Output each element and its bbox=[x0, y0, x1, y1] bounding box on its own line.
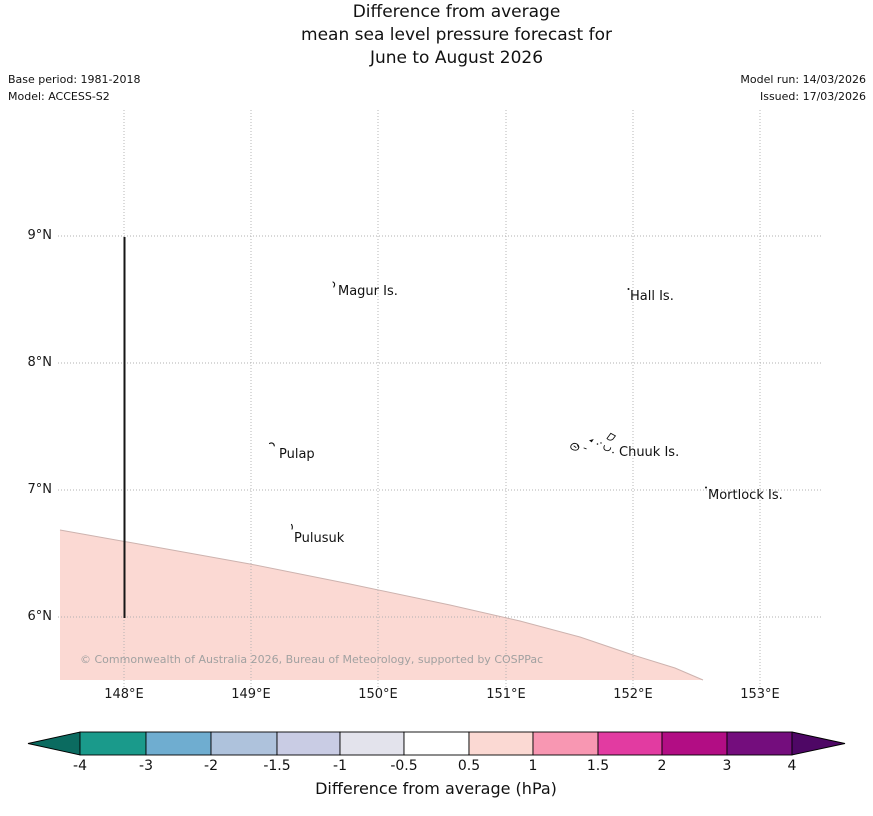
colorbar-tick: 1.5 bbox=[586, 758, 610, 774]
colorbar-segment bbox=[403, 731, 470, 756]
pulusuk-island-icon bbox=[290, 523, 293, 530]
meta-left: Base period: 1981-2018 Model: ACCESS-S2 bbox=[8, 71, 140, 105]
mortlock-island-icon bbox=[705, 486, 707, 489]
lon-tick-label: 149°E bbox=[231, 687, 271, 702]
colorbar-tick: -2 bbox=[204, 758, 218, 774]
title-line-2: mean sea level pressure forecast for bbox=[301, 25, 612, 45]
lon-tick-label: 148°E bbox=[104, 687, 144, 702]
pulap-island-icon bbox=[268, 442, 275, 447]
colorbar-tick: -1 bbox=[333, 758, 347, 774]
title-line-1: Difference from average bbox=[352, 2, 561, 22]
magur-island-icon bbox=[332, 281, 336, 288]
colorbar-extend-right-arrow bbox=[791, 731, 846, 756]
colorbar-extend-left-arrow bbox=[27, 731, 81, 756]
lat-tick-label: 9°N bbox=[27, 228, 53, 243]
island-label-chuuk: Chuuk Is. bbox=[619, 445, 680, 460]
colorbar-tick: 4 bbox=[787, 758, 797, 774]
colorbar-segment bbox=[597, 731, 663, 756]
anomaly-region-fill bbox=[60, 530, 703, 680]
copyright-text: © Commonwealth of Australia 2026, Bureau… bbox=[80, 653, 544, 666]
figure-title: Difference from average mean sea level p… bbox=[40, 1, 873, 70]
colorbar-tick: -1.5 bbox=[263, 758, 291, 774]
colorbar-tick: 0.5 bbox=[457, 758, 481, 774]
model-text: Model: ACCESS-S2 bbox=[8, 90, 110, 103]
hall-island-icon bbox=[627, 288, 630, 290]
model-run-text: Model run: 14/03/2026 bbox=[740, 73, 866, 86]
colorbar-segment bbox=[79, 731, 147, 756]
lon-tick-label: 153°E bbox=[740, 687, 780, 702]
lon-tick-label: 151°E bbox=[486, 687, 526, 702]
island-label-pulap: Pulap bbox=[279, 447, 315, 462]
colorbar-segment bbox=[468, 731, 534, 756]
colorbar-tick: 2 bbox=[657, 758, 667, 774]
issued-text: Issued: 17/03/2026 bbox=[759, 90, 866, 103]
colorbar-segment bbox=[726, 731, 793, 756]
lon-tick-label: 152°E bbox=[613, 687, 653, 702]
lat-tick-label: 8°N bbox=[27, 355, 53, 370]
colorbar-segment bbox=[532, 731, 599, 756]
colorbar-segment bbox=[276, 731, 341, 756]
colorbar bbox=[27, 731, 846, 756]
colorbar-tick: -0.5 bbox=[390, 758, 418, 774]
colorbar-tick: -3 bbox=[139, 758, 153, 774]
colorbar-segment bbox=[210, 731, 278, 756]
title-line-3: June to August 2026 bbox=[369, 48, 544, 68]
base-period-text: Base period: 1981-2018 bbox=[8, 73, 141, 86]
lat-tick-label: 7°N bbox=[27, 482, 53, 497]
lat-tick-label: 6°N bbox=[27, 609, 53, 624]
chuuk-atoll-icon bbox=[570, 432, 617, 454]
colorbar-segment bbox=[661, 731, 728, 756]
island-label-mortlock: Mortlock Is. bbox=[708, 488, 783, 503]
colorbar-tick: 3 bbox=[722, 758, 732, 774]
colorbar-tick: -4 bbox=[73, 758, 87, 774]
island-label-magur: Magur Is. bbox=[338, 284, 398, 299]
meta-right: Model run: 14/03/2026 Issued: 17/03/2026 bbox=[740, 71, 866, 105]
lon-tick-label: 150°E bbox=[358, 687, 398, 702]
anomaly-contour-line bbox=[59, 529, 704, 681]
colorbar-tick: 1 bbox=[528, 758, 538, 774]
colorbar-caption: Difference from average (hPa) bbox=[315, 779, 557, 798]
island-label-pulusuk: Pulusuk bbox=[294, 531, 345, 546]
colorbar-segment bbox=[339, 731, 405, 756]
colorbar-segment bbox=[145, 731, 212, 756]
island-label-hall: Hall Is. bbox=[630, 289, 674, 304]
